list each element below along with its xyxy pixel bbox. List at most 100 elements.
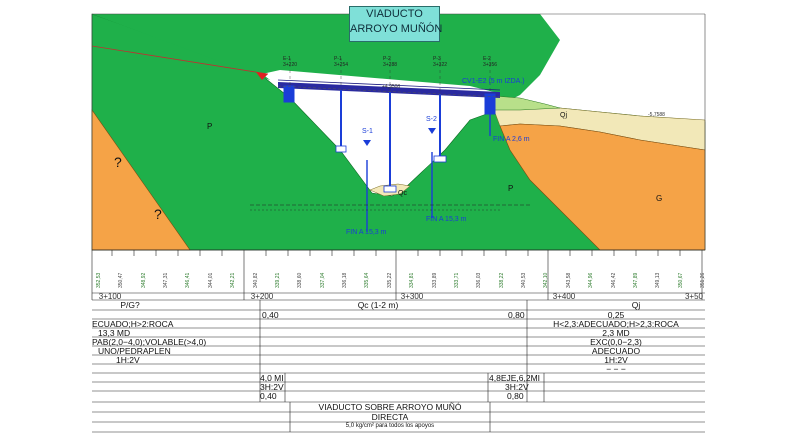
zone-label-p-left: P <box>207 122 213 131</box>
support-id: E-1 <box>282 56 291 62</box>
chainage-label: 337,04 <box>319 272 326 288</box>
label-s1: S-1 <box>362 128 373 135</box>
support-pk: 3+288 <box>382 62 398 68</box>
table-r4-left: 13,3 MD <box>98 328 131 338</box>
table-r2-c1: 0,40 <box>262 310 279 320</box>
table-r6-left: UNO/PEDRAPLEN <box>98 346 171 356</box>
dashed-line-top <box>277 85 501 98</box>
chainage-label: 338,22 <box>498 272 505 288</box>
chainage-label: 344,96 <box>588 272 595 288</box>
support-id: E-2 <box>482 56 491 62</box>
chainage-label: 340,53 <box>521 272 528 288</box>
label-fin-153-left: FIN A 15,3 m <box>346 229 387 236</box>
grade-label: +4,9508 <box>382 84 401 90</box>
table-r7-right: 1H:2V <box>604 355 628 365</box>
table-r5-right: EXC(0,0−2,3) <box>590 337 642 347</box>
support-pk: 3+220 <box>282 62 298 68</box>
footing-p3 <box>433 155 447 163</box>
support-label-e1: E-1 3+220 <box>283 56 297 68</box>
support-id: P-1 <box>333 56 342 62</box>
chainage-label: 333,89 <box>431 272 438 288</box>
support-label-p2: P-2 3+288 <box>383 56 397 68</box>
table-r6-right: ADECUADO <box>591 346 641 356</box>
zone-label-g: G <box>656 194 663 203</box>
approach-line <box>91 45 269 75</box>
axis-ticks <box>91 250 703 300</box>
table-r3-right: H<2,3:ADECUADO;H>2,3:ROCA <box>553 319 679 329</box>
table-r4-right: 2,3 MD <box>602 328 630 338</box>
title-line-1: VIADUCTO <box>366 8 423 20</box>
table-r9-left: 4,0 MI <box>260 373 284 383</box>
chainage-label: 344,01 <box>207 272 214 288</box>
chainage-label: 333,71 <box>453 272 460 288</box>
chainage-label: 340,82 <box>252 272 259 288</box>
chainage-label: 338,60 <box>297 272 304 288</box>
chainage-label: 343,58 <box>565 272 572 288</box>
chainage-label: 350,67 <box>677 272 684 288</box>
axis-pk-3100: 3+100 <box>98 292 122 301</box>
chainage-label: 347,89 <box>632 272 639 288</box>
table-r3-left: ECUADO;H>2:ROCA <box>92 319 174 329</box>
chainage-label: 350,47 <box>118 272 125 288</box>
support-label-e2: E-2 3+356 <box>483 56 497 68</box>
chainage-label: 352,53 <box>96 272 102 288</box>
deck-rail <box>277 79 501 91</box>
abutment-e1 <box>283 85 295 103</box>
chainage-label: 349,13 <box>655 272 662 288</box>
support-pk: 3+322 <box>432 62 448 68</box>
table-r12-center: VIADUCTO SOBRE ARROYO MUÑÓ <box>318 402 462 412</box>
label-s2: S-2 <box>426 116 437 123</box>
table-r1-c2: Qc (1-2 m) <box>357 300 399 310</box>
borehole-symbols <box>363 128 436 146</box>
zone-label-qj: Qj <box>560 112 567 119</box>
chainage-label: 339,21 <box>274 272 281 288</box>
footing-p2 <box>383 185 397 193</box>
table-r1-c1: P/G? <box>120 300 140 310</box>
table-r14-center: 5,0 kg/cm² para todos los apoyos <box>345 423 435 429</box>
label-fin-26: FIN A 2,6 m <box>493 136 530 143</box>
label-fin-153-right: FIN A 15,3 m <box>426 216 467 223</box>
support-pk: 3+254 <box>333 62 349 68</box>
support-pk: 3+356 <box>482 62 498 68</box>
axis-pk-3200: 3+200 <box>250 292 274 301</box>
label-cv1-e2: CV1-E2 (5 m IZDA.) <box>462 78 525 85</box>
chainage-label: 335,64 <box>364 272 371 288</box>
table-r13-center: DIRECTA <box>371 412 409 422</box>
question-mark-1: ? <box>114 154 122 170</box>
axis-pk-3400: 3+400 <box>552 292 576 301</box>
zone-label-p-right: P <box>508 184 514 193</box>
table-r7-left: 1H:2V <box>116 355 140 365</box>
approach-marker <box>256 72 268 80</box>
axis-pk-3300: 3+300 <box>400 292 424 301</box>
drawing-title: VIADUCTO ARROYO MUÑÓN <box>349 6 442 42</box>
zone-label-qc: Qc <box>398 190 407 197</box>
chainage-label: 334,81 <box>409 272 416 288</box>
grade-label-right: -5,7588 <box>648 112 665 118</box>
piers <box>283 85 496 190</box>
chainage-label: 347,31 <box>163 272 170 288</box>
table-r2-c3: 0,25 <box>607 310 625 320</box>
support-label-p1: P-1 3+254 <box>334 56 348 68</box>
question-mark-2: ? <box>154 206 162 222</box>
chainage-label: 351,26 <box>700 272 706 288</box>
chainage-label: 335,22 <box>386 272 393 288</box>
table-r1-c3: Qj <box>631 300 641 310</box>
table-r9-right: 4,8EJE,6,2MI <box>489 373 541 383</box>
boreholes <box>366 110 491 232</box>
chainage-label: 348,92 <box>140 272 147 288</box>
table-r5-left: PAB(2,0−4,0);VOLABLE(>4,0) <box>92 337 207 347</box>
axis-pk-3500: 3+50 <box>684 292 704 301</box>
terrain-green-top <box>92 14 560 105</box>
footing-p1 <box>335 145 347 153</box>
chainage-label: 346,41 <box>185 272 192 288</box>
chainage-label: 346,42 <box>610 272 617 288</box>
support-label-p3: P-3 3+322 <box>433 56 447 68</box>
valley-air <box>262 70 494 195</box>
station-lines <box>289 58 491 92</box>
chainage-label: 342,10 <box>543 272 550 288</box>
table-r2-c2: 0,80 <box>508 310 525 320</box>
footings <box>335 145 447 193</box>
chainage-label: 336,03 <box>476 272 483 288</box>
table-r11-right: 0,80 <box>507 391 524 401</box>
